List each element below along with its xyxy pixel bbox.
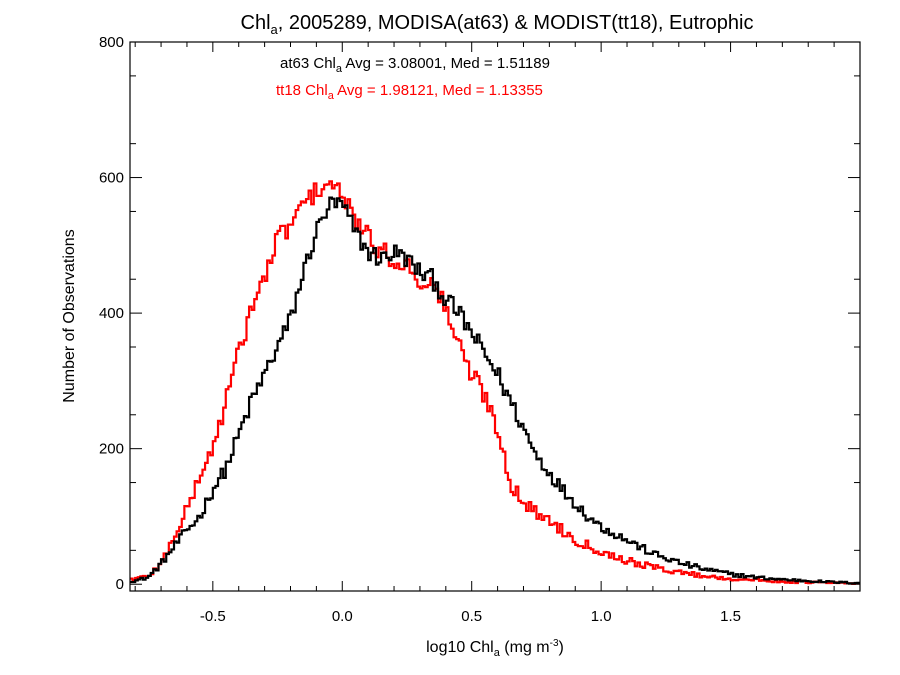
chart-title-suffix: , 2005289, MODISA(at63) & MODIST(tt18), … [278, 12, 754, 34]
x-tick-label: -0.5 [200, 608, 226, 625]
y-tick-label: 600 [99, 170, 124, 187]
plot-frame [129, 41, 861, 592]
series-group [130, 180, 860, 585]
x-tick-label: 0.0 [332, 608, 353, 625]
x-axis-label-superscript: -3 [550, 638, 559, 649]
y-tick-label: 0 [116, 576, 124, 593]
axis-ticks: -0.5 0.0 0.5 1.0 1.5 0 200 400 600 800 [99, 34, 860, 625]
x-axis-label-mid: (mg m [500, 639, 550, 656]
x-axis-label: log10 Chla (mg m-3) [426, 638, 564, 659]
x-axis-label-subscript: a [494, 647, 501, 659]
annotation-tt18: tt18 Chla Avg = 1.98121, Med = 1.13355 [276, 82, 543, 102]
chart-title-prefix: Chl [241, 12, 271, 34]
y-axis-label-group: Number of Observations [61, 229, 78, 402]
x-tick-label: 1.0 [591, 608, 612, 625]
x-tick-label: 1.5 [720, 608, 741, 625]
x-tick-label: 0.5 [461, 608, 482, 625]
annotation-tt18-prefix: tt18 Chl [276, 82, 328, 99]
y-axis-label: Number of Observations [61, 229, 78, 402]
chart-title-subscript: a [271, 22, 279, 37]
y-tick-label: 200 [99, 441, 124, 458]
x-axis-label-prefix: log10 Chl [426, 639, 494, 656]
annotation-at63: at63 Chla Avg = 3.08001, Med = 1.51189 [280, 55, 550, 75]
chart-title: Chla, 2005289, MODISA(at63) & MODIST(tt1… [241, 12, 754, 37]
x-axis-label-suffix: ) [559, 639, 564, 656]
annotation-at63-subscript: a [336, 63, 343, 75]
series-at63-histogram [130, 196, 860, 585]
annotation-tt18-subscript: a [328, 90, 335, 102]
y-tick-label: 800 [99, 34, 124, 51]
annotation-tt18-suffix: Avg = 1.98121, Med = 1.13355 [334, 82, 543, 99]
series-tt18-histogram [130, 180, 860, 585]
plot-area [130, 180, 860, 585]
annotation-at63-prefix: at63 Chl [280, 55, 336, 72]
y-tick-label: 400 [99, 305, 124, 322]
annotation-at63-suffix: Avg = 3.08001, Med = 1.51189 [342, 55, 550, 72]
